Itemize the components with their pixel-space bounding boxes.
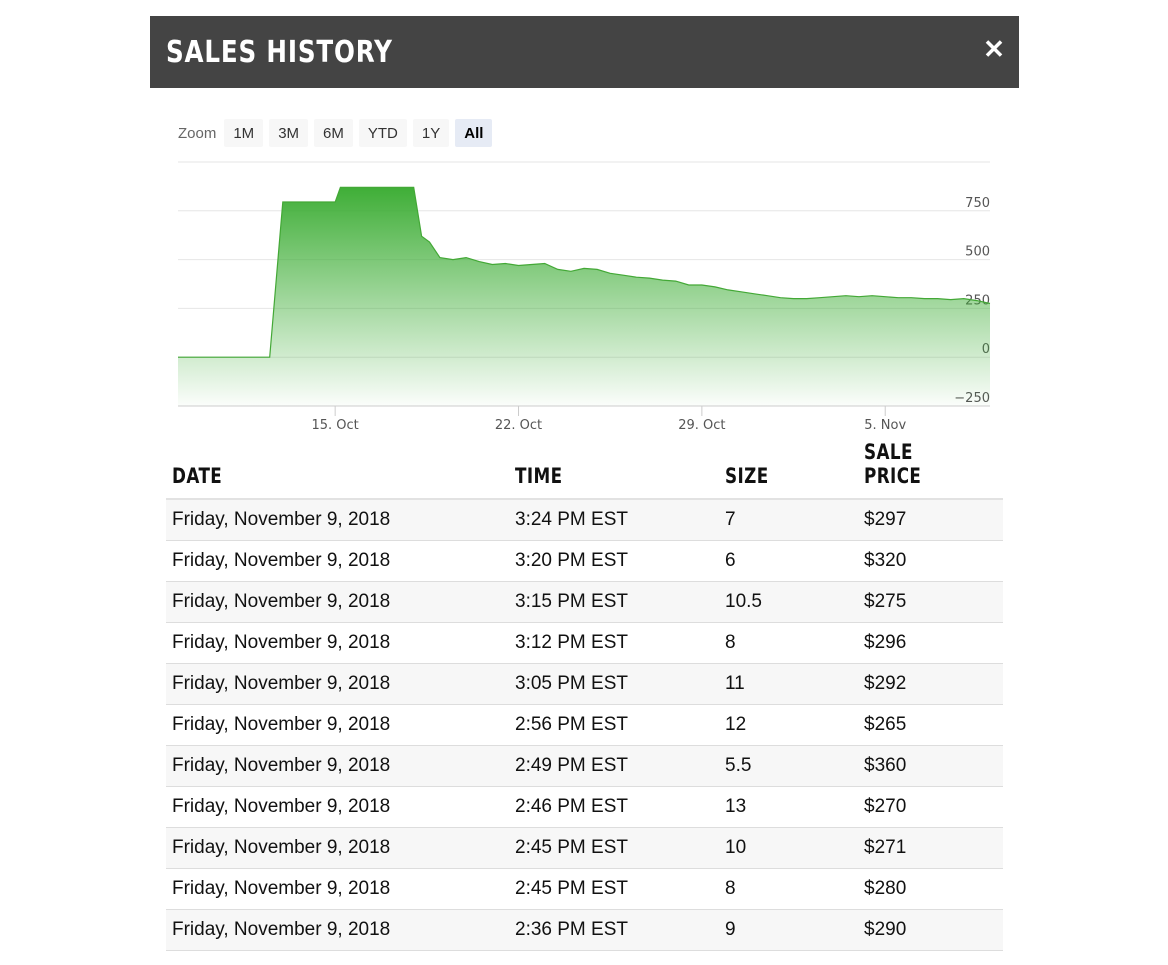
column-header-sale-price: SALE PRICE xyxy=(864,440,922,488)
cell-time: 3:24 PM EST xyxy=(515,509,628,530)
cell-date: Friday, November 9, 2018 xyxy=(172,878,391,899)
table-row: Friday, November 9, 2018 2:46 PM EST 13 $27… xyxy=(166,787,1003,828)
cell-sale-price: $265 xyxy=(864,714,907,735)
x-tick-label: 5. Nov xyxy=(864,418,906,433)
cell-date: Friday, November 9, 2018 xyxy=(172,632,391,653)
table-row: Friday, November 9, 2018 3:12 PM EST 8 $296 xyxy=(166,623,1003,664)
y-tick-label: 500 xyxy=(965,245,990,260)
cell-time: 3:12 PM EST xyxy=(515,632,628,653)
modal-title: SALES HISTORY xyxy=(166,35,393,70)
cell-time: 3:20 PM EST xyxy=(515,550,628,571)
zoom-button-all[interactable]: All xyxy=(455,119,493,147)
cell-size: 6 xyxy=(725,550,736,571)
column-header-time: TIME xyxy=(515,464,563,488)
cell-time: 2:45 PM EST xyxy=(515,837,628,858)
x-tick-label: 29. Oct xyxy=(678,418,725,433)
series-line xyxy=(178,186,991,358)
cell-sale-price: $296 xyxy=(864,632,907,653)
cell-size: 7 xyxy=(725,509,736,530)
zoom-button-1y[interactable]: 1Y xyxy=(412,119,450,147)
cell-sale-price: $275 xyxy=(864,591,907,612)
cell-time: 2:49 PM EST xyxy=(515,755,628,776)
cell-sale-price: $360 xyxy=(864,755,907,776)
cell-size: 9 xyxy=(725,919,736,940)
zoom-controls: Zoom 1M 3M 6M YTD 1Y All xyxy=(178,119,493,147)
cell-time: 3:15 PM EST xyxy=(515,591,628,612)
cell-time: 2:36 PM EST xyxy=(515,919,628,940)
cell-date: Friday, November 9, 2018 xyxy=(172,550,391,571)
cell-date: Friday, November 9, 2018 xyxy=(172,591,391,612)
cell-date: Friday, November 9, 2018 xyxy=(172,673,391,694)
table-body: Friday, November 9, 2018 3:24 PM EST 7 $297… xyxy=(166,500,1003,951)
table-row: Friday, November 9, 2018 2:45 PM EST 10 $27… xyxy=(166,828,1003,869)
cell-date: Friday, November 9, 2018 xyxy=(172,919,391,940)
sales-history-modal: SALES HISTORY ✕ Zoom 1M 3M 6M YTD 1Y All… xyxy=(150,16,1019,965)
table-row: Friday, November 9, 2018 2:45 PM EST 8 $280 xyxy=(166,869,1003,910)
cell-size: 11 xyxy=(725,673,745,694)
cell-size: 8 xyxy=(725,878,736,899)
zoom-button-3m[interactable]: 3M xyxy=(269,119,309,147)
cell-sale-price: $297 xyxy=(864,509,907,530)
column-header-size: SIZE xyxy=(725,464,769,488)
cell-date: Friday, November 9, 2018 xyxy=(172,837,391,858)
table-row: Friday, November 9, 2018 2:49 PM EST 5.5 $3… xyxy=(166,746,1003,787)
cell-time: 2:56 PM EST xyxy=(515,714,628,735)
cell-sale-price: $292 xyxy=(864,673,907,694)
modal-header: SALES HISTORY ✕ xyxy=(150,16,1019,88)
cell-sale-price: $271 xyxy=(864,837,907,858)
table-row: Friday, November 9, 2018 3:24 PM EST 7 $297 xyxy=(166,500,1003,541)
cell-size: 10.5 xyxy=(725,591,762,612)
series-area xyxy=(178,187,990,406)
cell-size: 5.5 xyxy=(725,755,752,776)
table-row: Friday, November 9, 2018 3:20 PM EST 6 $320 xyxy=(166,541,1003,582)
cell-sale-price: $270 xyxy=(864,796,907,817)
cell-date: Friday, November 9, 2018 xyxy=(172,714,391,735)
cell-size: 12 xyxy=(725,714,747,735)
column-header-date: DATE xyxy=(172,464,223,488)
table-row: Friday, November 9, 2018 2:36 PM EST 9 $290 xyxy=(166,910,1003,951)
cell-size: 13 xyxy=(725,796,747,817)
zoom-label: Zoom xyxy=(178,124,217,142)
close-icon[interactable]: ✕ xyxy=(983,34,1005,64)
cell-size: 10 xyxy=(725,837,747,858)
cell-time: 2:45 PM EST xyxy=(515,878,628,899)
cell-time: 3:05 PM EST xyxy=(515,673,628,694)
zoom-button-1m[interactable]: 1M xyxy=(224,119,264,147)
x-tick-label: 22. Oct xyxy=(495,418,542,433)
table-header: DATE TIME SIZE SALE PRICE xyxy=(166,440,1003,500)
x-tick-label: 15. Oct xyxy=(312,418,359,433)
cell-date: Friday, November 9, 2018 xyxy=(172,796,391,817)
zoom-button-6m[interactable]: 6M xyxy=(314,119,353,147)
cell-time: 2:46 PM EST xyxy=(515,796,628,817)
table-row: Friday, November 9, 2018 3:05 PM EST 11 $29… xyxy=(166,664,1003,705)
cell-sale-price: $320 xyxy=(864,550,907,571)
cell-date: Friday, November 9, 2018 xyxy=(172,755,391,776)
y-tick-label: 750 xyxy=(965,196,990,211)
table-row: Friday, November 9, 2018 3:15 PM EST 10.5 $… xyxy=(166,582,1003,623)
cell-sale-price: $280 xyxy=(864,878,907,899)
cell-date: Friday, November 9, 2018 xyxy=(172,509,391,530)
sales-table: DATE TIME SIZE SALE PRICE Friday, Novemb… xyxy=(166,440,1003,951)
cell-sale-price: $290 xyxy=(864,919,907,940)
zoom-button-ytd[interactable]: YTD xyxy=(358,119,407,147)
cell-size: 8 xyxy=(725,632,736,653)
table-row: Friday, November 9, 2018 2:56 PM EST 12 $26… xyxy=(166,705,1003,746)
